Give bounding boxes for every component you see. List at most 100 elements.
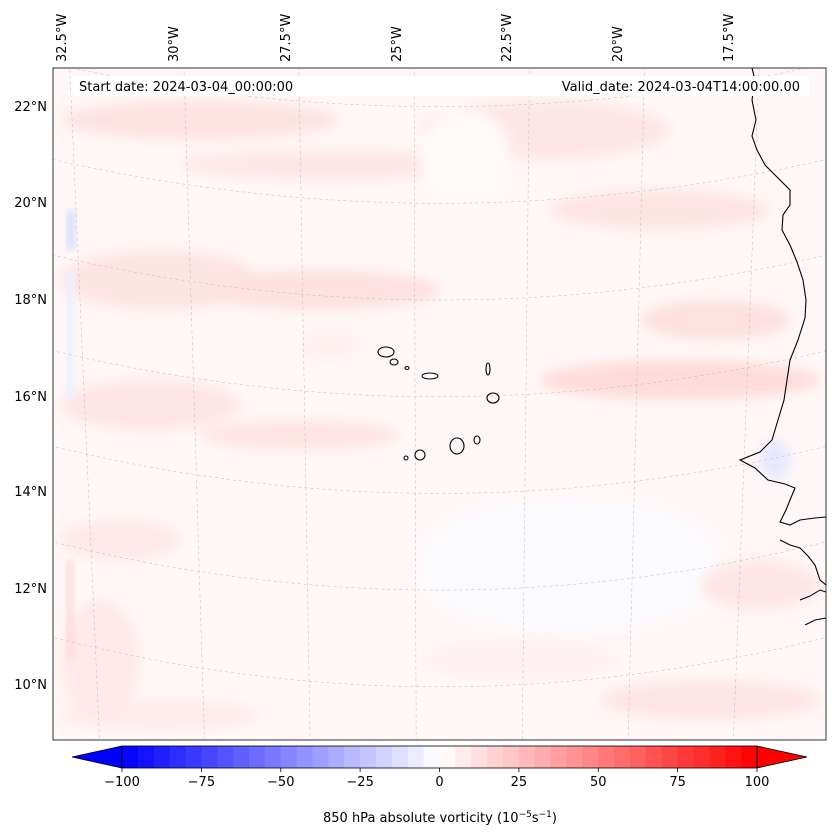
latitude-label: 20°N	[14, 196, 47, 211]
coastlines	[377, 68, 826, 626]
colorbar-extend-high	[756, 745, 808, 769]
colorbar-cell	[328, 746, 345, 768]
colorbar-cell	[566, 746, 583, 768]
parallel-line	[53, 541, 826, 591]
vorticity-field	[60, 100, 820, 730]
vorticity-blob	[760, 440, 790, 480]
meridian-line	[183, 68, 205, 740]
colorbar-tick-label: 75	[669, 775, 686, 790]
african-coastline	[738, 68, 826, 526]
colorbar-cell	[614, 746, 631, 768]
colorbar-tick-label: 0	[435, 775, 443, 790]
colorbar-cell	[550, 746, 567, 768]
meridian-line	[521, 68, 530, 740]
colorbar-cell	[344, 746, 361, 768]
vorticity-blob	[180, 150, 480, 180]
vorticity-blob	[300, 330, 360, 360]
colorbar-cell	[471, 746, 488, 768]
longitude-label: 32.5°W	[55, 14, 70, 62]
valid-date-label: Valid_date: 2024-03-04T14:00:00.00	[562, 80, 800, 95]
cape-verde-island	[414, 449, 426, 461]
colorbar-cell	[169, 746, 186, 768]
colorbar-cell	[122, 746, 139, 768]
cape-verde-island	[389, 358, 399, 366]
colorbar-cell	[645, 746, 663, 768]
coastline-south	[804, 617, 826, 626]
negative-vorticity-patch	[66, 210, 76, 250]
meridian-line	[733, 68, 760, 740]
colorbar-cell	[360, 746, 377, 768]
colorbar-cell	[407, 746, 425, 768]
cape-verde-island	[404, 365, 410, 371]
colorbar-cell	[709, 746, 726, 768]
colorbar-cell	[185, 746, 202, 768]
colorbar-cell	[391, 746, 409, 768]
vorticity-blob	[60, 600, 140, 720]
cape-verde-island	[421, 372, 439, 380]
colorbar-cell	[280, 746, 298, 768]
colorbar-label: 850 hPa absolute vorticity (10−5s−1)	[323, 810, 557, 826]
colorbar: −100 −75 −50 −25 0 25 50 75 100 850 hPa absolute…	[71, 745, 808, 826]
vorticity-blob	[420, 110, 510, 200]
colorbar-cell	[582, 746, 599, 768]
colorbar-tick-label: 100	[745, 775, 770, 790]
vorticity-blob	[60, 520, 180, 560]
colorbar-cell	[693, 746, 710, 768]
colorbar-tick-label: 25	[511, 775, 528, 790]
colorbar-cell	[598, 746, 615, 768]
latitude-label: 22°N	[14, 100, 47, 115]
vorticity-blob	[420, 640, 620, 680]
longitude-label: 30°W	[167, 26, 182, 62]
negative-vorticity-patch	[66, 270, 74, 400]
vorticity-contours	[60, 100, 820, 730]
colorbar-extend-low	[71, 745, 123, 769]
cape-verde-island	[473, 435, 481, 445]
colorbar-ticks: −100 −75 −50 −25 0 25 50 75 100	[104, 768, 769, 790]
parallel-line	[53, 350, 826, 397]
colorbar-cell	[217, 746, 234, 768]
vorticity-blob	[550, 190, 770, 230]
parallel-line	[53, 254, 826, 301]
meridian-line	[413, 68, 417, 740]
colorbar-cell	[439, 746, 456, 768]
colorbar-cell	[233, 746, 250, 768]
vorticity-blob	[200, 420, 400, 450]
colorbar-cell	[741, 746, 758, 768]
longitude-label: 27.5°W	[279, 14, 294, 62]
longitude-label: 25°W	[390, 26, 405, 62]
longitude-labels: 32.5°W 30°W 27.5°W 25°W 22.5°W 20°W 17.5°W	[55, 14, 737, 62]
map-panel	[53, 68, 826, 740]
date-label-background	[71, 76, 809, 96]
meridian-line	[298, 68, 311, 740]
colorbar-cell	[630, 746, 647, 768]
cape-verde-island	[403, 455, 409, 461]
colorbar-cell	[264, 746, 282, 768]
latitude-label: 18°N	[14, 293, 47, 308]
colorbar-cell	[455, 746, 472, 768]
vorticity-blob	[600, 680, 820, 720]
colorbar-cell	[376, 746, 393, 768]
colorbar-cell	[153, 746, 171, 768]
vorticity-detail	[66, 210, 76, 660]
meridian-line	[69, 68, 100, 740]
colorbar-cells	[122, 746, 758, 768]
colorbar-cell	[296, 746, 313, 768]
latitude-label: 10°N	[14, 678, 47, 693]
coastline-guinea-bissau	[779, 539, 826, 586]
latitude-label: 16°N	[14, 390, 47, 405]
vorticity-blob	[420, 500, 720, 630]
colorbar-cell	[518, 746, 536, 768]
latitude-labels: 22°N 20°N 18°N 16°N 14°N 12°N 10°N	[14, 100, 47, 693]
longitude-label: 17.5°W	[722, 14, 737, 62]
vorticity-blob	[60, 380, 240, 430]
colorbar-tick-label: −75	[188, 775, 215, 790]
cape-verde-island	[485, 362, 491, 376]
colorbar-tick-label: 50	[590, 775, 607, 790]
colorbar-cell	[137, 746, 155, 768]
colorbar-cell	[661, 746, 679, 768]
parallel-line	[53, 637, 826, 688]
parallel-line	[53, 446, 826, 494]
start-date-label: Start date: 2024-03-04_00:00:00	[79, 80, 293, 95]
colorbar-tick-label: −25	[346, 775, 373, 790]
colorbar-cell	[249, 746, 266, 768]
